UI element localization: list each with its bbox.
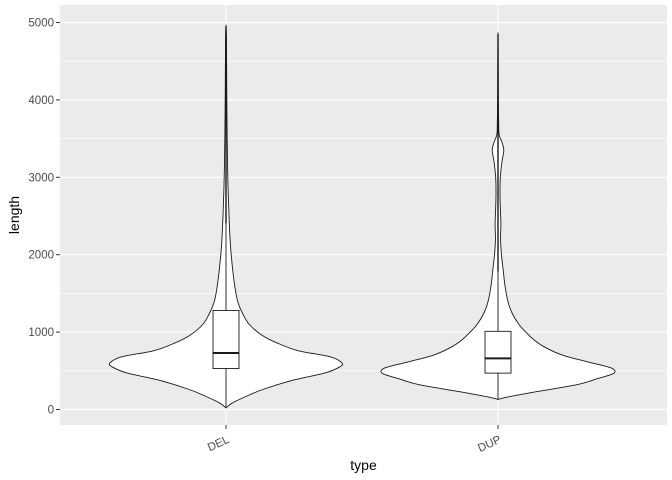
- y-axis: 0 1000 2000 3000 4000 5000: [28, 18, 60, 417]
- iqr-box: [212, 309, 240, 369]
- x-tick-label: DEL: [206, 434, 232, 455]
- boxplot-dup: [484, 34, 512, 400]
- y-tick-label: 5000: [28, 18, 54, 30]
- y-tick-label: 0: [48, 405, 54, 417]
- y-tick-label: 4000: [28, 95, 54, 107]
- y-tick-label: 3000: [28, 172, 54, 184]
- boxplots: [212, 26, 512, 408]
- y-tick-label: 2000: [28, 250, 54, 262]
- x-axis-title: type: [350, 457, 377, 473]
- major-gridlines: [60, 5, 667, 425]
- boxplot-del: [212, 26, 240, 408]
- y-axis-title: length: [6, 196, 22, 234]
- y-tick-label: 1000: [28, 327, 54, 339]
- x-axis: DEL DUP: [206, 425, 504, 455]
- iqr-box: [484, 330, 512, 374]
- x-tick-label: DUP: [476, 434, 503, 455]
